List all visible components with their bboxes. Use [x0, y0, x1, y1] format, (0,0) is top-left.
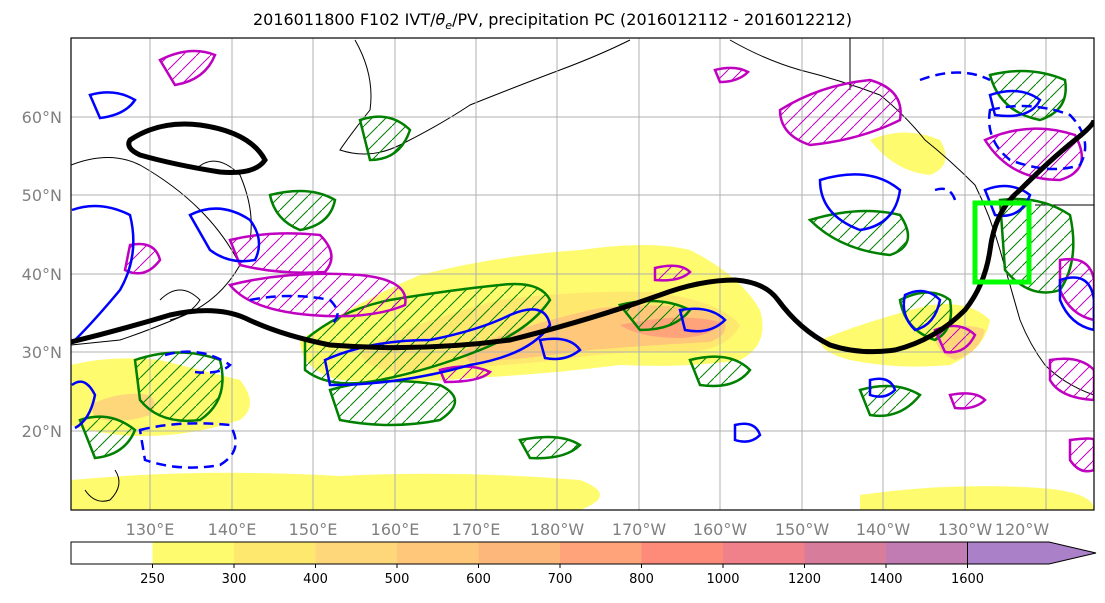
- colorbar-tick-label: 300: [222, 572, 247, 587]
- map-title: 2016011800 F102 IVT/θe/PV, precipitation…: [252, 10, 853, 33]
- longitude-labels: 130°E 140°E 150°E 160°E 170°E 180°W 170°…: [126, 520, 1050, 539]
- lon-label: 180°W: [530, 520, 585, 539]
- colorbar-tick-label: 700: [548, 572, 573, 587]
- lon-label: 130°E: [126, 520, 175, 539]
- lat-label: 30°N: [22, 343, 62, 362]
- lat-label: 50°N: [22, 186, 62, 205]
- lat-label: 60°N: [22, 108, 62, 127]
- colorbar-swatch: [152, 542, 234, 564]
- lon-label: 140°W: [856, 520, 911, 539]
- colorbar-swatch: [804, 542, 886, 564]
- colorbar-frame: [70, 541, 968, 565]
- lon-label: 130°W: [938, 520, 993, 539]
- colorbar-tick-label: 1400: [869, 572, 902, 587]
- colorbar-labels: 250 300 400 500 600 700 800 1000 1200 1400 1600: [140, 564, 984, 587]
- colorbar-swatch: [886, 542, 968, 564]
- colorbar-swatch: [560, 542, 642, 564]
- lon-label: 160°W: [693, 520, 748, 539]
- thick-contour: [71, 119, 1094, 355]
- plot-frame: [70, 37, 1095, 511]
- lat-label: 20°N: [22, 422, 62, 441]
- colorbar-extend-arrow: [967, 541, 1097, 565]
- colorbar-tick-label: 1000: [706, 572, 739, 587]
- blue-contours: [71, 89, 1094, 443]
- colorbar-tick-label: 1200: [788, 572, 821, 587]
- colorbar-tick-label: 500: [385, 572, 410, 587]
- lon-label: 170°W: [612, 520, 667, 539]
- colorbar-swatch: [478, 542, 560, 564]
- lon-label: 160°E: [371, 520, 420, 539]
- map-layers: [71, 38, 1094, 510]
- lon-label: 170°E: [452, 520, 501, 539]
- lon-label: 150°E: [289, 520, 338, 539]
- colorbar-tick-label: 250: [140, 572, 165, 587]
- colorbar: 250 300 400 500 600 700 800 1000 1200 1400 1600: [70, 541, 1097, 587]
- lat-label: 40°N: [22, 265, 62, 284]
- colorbar-swatch: [315, 542, 397, 564]
- colorbar-swatch: [641, 542, 723, 564]
- colorbar-tick-label: 600: [466, 572, 491, 587]
- lon-label: 140°E: [208, 520, 257, 539]
- colorbar-tick-label: 400: [303, 572, 328, 587]
- colorbar-swatch: [234, 542, 316, 564]
- blue-dashed-contours: [138, 71, 1087, 469]
- colorbar-tick-label: 800: [629, 572, 654, 587]
- colorbar-swatches: [70, 541, 1097, 565]
- colorbar-swatch: [397, 542, 479, 564]
- target-region-box: [972, 200, 1032, 285]
- latitude-labels: 60°N 50°N 40°N 30°N 20°N: [22, 108, 62, 441]
- lon-label: 120°W: [995, 520, 1050, 539]
- colorbar-tick-label: 1600: [951, 572, 984, 587]
- colorbar-swatch: [71, 542, 153, 564]
- lon-label: 150°W: [775, 520, 830, 539]
- magenta-contours: [123, 49, 1094, 473]
- colorbar-swatch: [723, 542, 805, 564]
